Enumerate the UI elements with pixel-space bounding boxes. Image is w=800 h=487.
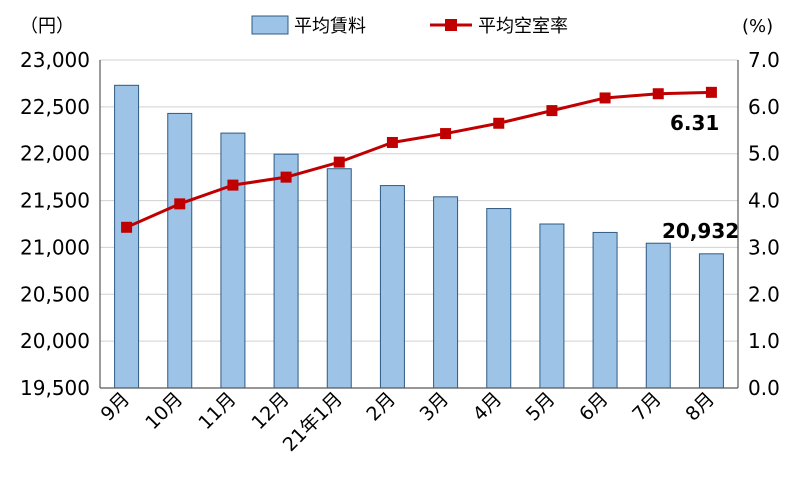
category-label: 9月 [97, 388, 135, 426]
line-point [121, 221, 133, 233]
category-label: 11月 [194, 388, 240, 434]
legend-bar-label: 平均賃料 [294, 16, 366, 37]
bar [486, 208, 512, 389]
line-point [174, 198, 186, 210]
category-label: 3月 [416, 388, 454, 426]
category-label: 6月 [575, 388, 613, 426]
bar [645, 242, 671, 389]
right-tick-label: 6.0 [748, 95, 780, 119]
bar [220, 132, 246, 389]
right-axis-unit: (%) [742, 16, 773, 37]
right-tick-label: 1.0 [748, 329, 780, 353]
left-tick-label: 22,500 [20, 95, 90, 119]
category-label: 10月 [141, 388, 187, 434]
left-axis-ticks: 19,500 20,000 20,500 21,000 21,500 22,000 22,5… [20, 48, 90, 400]
line-point [493, 117, 505, 129]
left-tick-label: 23,000 [20, 48, 90, 72]
category-label: 7月 [628, 388, 666, 426]
bar [114, 84, 140, 389]
line-point [599, 92, 611, 104]
category-label: 5月 [522, 388, 560, 426]
axes [99, 60, 739, 389]
line-point [705, 86, 717, 98]
line-point [386, 136, 398, 148]
legend-bar-swatch [251, 15, 289, 35]
line-point [227, 179, 239, 191]
category-label: 2月 [362, 388, 400, 426]
right-tick-label: 2.0 [748, 282, 780, 306]
right-tick-label: 0.0 [748, 376, 780, 400]
last-bar-value-label: 20,932 [662, 219, 739, 243]
legend: 平均賃料 平均空室率 [251, 15, 568, 37]
legend-line-marker [445, 19, 457, 31]
right-tick-label: 4.0 [748, 189, 780, 213]
left-tick-label: 20,000 [20, 329, 90, 353]
bar [592, 231, 618, 389]
line-point [440, 128, 452, 140]
vacancy-line [125, 90, 712, 229]
right-tick-label: 3.0 [748, 235, 780, 259]
bar [433, 196, 459, 389]
category-label: 12月 [248, 388, 294, 434]
category-label: 21年1月 [279, 388, 347, 456]
line-point [652, 88, 664, 100]
gridlines [100, 59, 738, 389]
left-tick-label: 22,000 [20, 142, 90, 166]
category-label: 4月 [469, 388, 507, 426]
legend-line-label: 平均空室率 [478, 16, 568, 37]
line-point [333, 156, 345, 168]
line-point [280, 171, 292, 183]
bar [273, 153, 299, 389]
left-axis-unit: （円） [20, 16, 74, 37]
bar [539, 223, 565, 389]
right-tick-label: 7.0 [748, 48, 780, 72]
left-tick-label: 21,500 [20, 189, 90, 213]
bar [379, 185, 405, 389]
bar [167, 112, 193, 389]
right-axis-ticks: 0.0 1.0 2.0 3.0 4.0 5.0 6.0 7.0 [748, 48, 780, 400]
bar-series [114, 84, 724, 389]
left-tick-label: 20,500 [20, 282, 90, 306]
line-point [546, 105, 558, 117]
line-series [121, 86, 717, 233]
bar [698, 253, 724, 389]
bar [326, 168, 352, 389]
category-label: 8月 [681, 388, 719, 426]
left-tick-label: 19,500 [20, 376, 90, 400]
right-tick-label: 5.0 [748, 142, 780, 166]
left-tick-label: 21,000 [20, 235, 90, 259]
last-line-value-label: 6.31 [670, 111, 719, 135]
